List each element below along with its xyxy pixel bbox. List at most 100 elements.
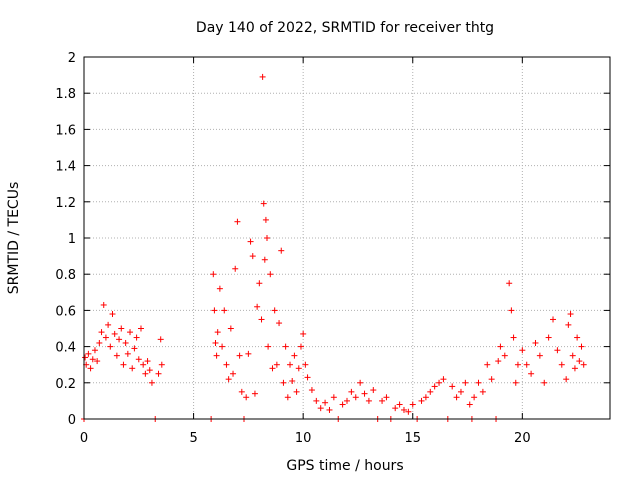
data-point [243,394,250,401]
data-point [357,379,364,386]
data-point [488,376,495,383]
y-axis-ticks: 0 0.2 0.4 0.6 0.8 1 1.2 1.4 1.6 1.8 2 [55,51,610,428]
x-tick-label: 5 [189,431,197,446]
grid [84,57,610,419]
data-point [142,370,149,377]
data-point [392,405,399,412]
data-point [304,374,311,381]
data-point [497,343,504,350]
data-point [278,247,285,254]
data-point [519,347,526,354]
data-point [282,343,289,350]
data-point [232,265,239,272]
y-tick-label: 0.8 [55,268,76,283]
data-point [361,390,368,397]
data-point [565,321,572,328]
data-point [405,408,412,415]
data-point [289,377,296,384]
data-point [155,370,162,377]
data-point [436,379,443,386]
data-point [245,350,252,357]
data-point [512,379,519,386]
data-point [475,379,482,386]
data-point [129,365,136,372]
x-axis-label: GPS time / hours [286,458,403,474]
data-point [227,325,234,332]
y-tick-label: 1 [68,232,76,247]
data-point [254,303,261,310]
data-point [148,379,155,386]
data-point [379,397,386,404]
data-point [122,339,129,346]
data-point [264,235,271,241]
data-point [273,361,280,368]
data-point [466,401,473,408]
data-point [295,365,302,372]
x-tick-label: 20 [514,431,531,446]
data-point [100,301,107,308]
data-point [545,334,552,341]
data-point [98,329,105,336]
data-point [457,388,464,395]
data-point [267,271,274,278]
data-point [158,361,165,368]
data-point [330,394,337,401]
data-point [276,320,283,327]
data-point [563,376,570,383]
data-point [370,387,377,394]
data-point [449,383,456,390]
y-tick-label: 1.8 [55,87,76,102]
data-point [431,383,438,390]
data-point [124,350,131,357]
data-point [223,361,230,368]
data-point [280,379,287,386]
x-axis-ticks: 0 5 10 15 20 [80,57,531,446]
data-point [471,394,478,401]
data-point [365,397,372,404]
data-point [116,336,123,343]
data-point [256,280,263,287]
data-point [580,361,587,368]
y-tick-label: 0 [68,413,76,428]
data-point [400,406,407,413]
data-point [576,358,583,365]
data-point [508,307,515,314]
y-tick-label: 2 [68,51,76,66]
data-point [578,343,585,350]
data-point [210,271,217,278]
data-point [144,358,151,365]
x-tick-label: 10 [295,431,312,446]
data-point [536,352,543,359]
data-point [102,334,109,341]
y-tick-label: 0.4 [55,341,76,356]
data-point [326,406,333,413]
chart-title: Day 140 of 2022, SRMTID for receiver tht… [196,20,494,36]
data-point [221,307,228,314]
data-point [514,361,521,368]
data-point [131,345,138,352]
data-point [501,352,508,359]
data-point [313,397,320,404]
data-point [528,370,535,377]
data-point [352,394,359,401]
x-tick-label: 15 [404,431,421,446]
data-point [82,354,89,361]
data-point [300,330,307,337]
data-point [317,405,324,412]
data-point [269,365,276,372]
data-point [453,394,460,401]
data-point [258,316,265,323]
data-point [133,334,140,341]
data-point [261,256,268,263]
data-point [91,347,98,354]
y-tick-label: 1.6 [55,123,76,138]
y-tick-label: 1.4 [55,160,76,175]
data-point [109,311,116,318]
data-point [541,379,548,386]
y-tick-label: 0.2 [55,377,76,392]
data-point [135,356,142,363]
data-point [234,218,241,225]
data-point [348,388,355,395]
data-point [571,365,578,372]
x-tick-label: 0 [80,431,88,446]
